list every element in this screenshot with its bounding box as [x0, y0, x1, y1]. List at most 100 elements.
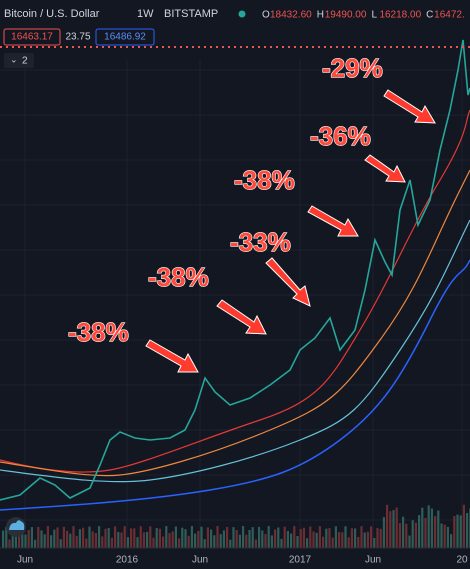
volume-bar [315, 532, 318, 548]
exchange: BITSTAMP [164, 8, 218, 20]
volume-bar [453, 515, 456, 548]
volume-bar [382, 517, 385, 548]
ohlc: O 18432.60 H 19490.00 L 16218.00 C 16472. [262, 10, 465, 21]
volume-bar [213, 535, 216, 548]
volume-bar [229, 539, 232, 548]
volume-bar [293, 526, 296, 548]
bid-box[interactable] [3, 28, 61, 46]
volume-bar [110, 537, 113, 548]
arrow [364, 154, 406, 183]
status-dot [238, 10, 246, 18]
volume-bar [78, 529, 81, 548]
volume-bar [162, 536, 165, 548]
volume-bar [267, 526, 270, 548]
annotation: -29% [322, 53, 383, 83]
volume-bar [136, 537, 139, 548]
volume-bar [386, 504, 389, 548]
volume-bar [437, 510, 440, 548]
volume-bar [357, 536, 360, 548]
volume-bar [405, 523, 408, 548]
volume-bar [238, 534, 241, 548]
volume-bar [299, 529, 302, 548]
volume-bar [366, 531, 369, 548]
volume-bar [117, 531, 120, 548]
volume-bar [270, 535, 273, 548]
volume-bar [165, 526, 168, 548]
volume-bar [235, 530, 238, 548]
volume-bar [8, 539, 11, 548]
annotation: -38% [234, 165, 295, 195]
volume-bar [18, 534, 21, 548]
volume-bar [168, 532, 171, 548]
volume-bar [344, 526, 347, 548]
volume-bar [133, 528, 136, 548]
volume-bar [104, 528, 107, 548]
volume-bar [232, 527, 235, 548]
ma-red [0, 109, 470, 473]
arrows [145, 89, 436, 373]
volume-bar [360, 526, 363, 548]
x-tick-label: Jun [192, 555, 208, 566]
volume-bar [251, 527, 254, 548]
volume-bar [5, 526, 8, 548]
volume-bar [242, 526, 245, 548]
volume-bar [312, 531, 315, 548]
volume-bar [338, 532, 341, 548]
x-tick-label: 20 [456, 555, 468, 566]
chevron: ⌄ [10, 54, 18, 64]
volume-bar [424, 517, 427, 548]
volume-bar [408, 535, 411, 548]
arrow [265, 257, 311, 307]
x-tick-label: Jun [365, 555, 381, 566]
volume-bar [126, 537, 129, 548]
volume-bar [149, 526, 152, 548]
ohlc-value: 19490.00 [325, 10, 367, 21]
interval: 1W [137, 8, 154, 20]
volume-bar [347, 537, 350, 548]
ohlc-label: O [262, 10, 270, 21]
volume-bar [75, 535, 78, 548]
volume-bar [190, 526, 193, 548]
volume-bar [341, 532, 344, 548]
volume-bar [146, 531, 149, 548]
volume-bar [462, 504, 465, 548]
ask: 16486.92 [104, 32, 146, 43]
volume-bar [152, 537, 155, 548]
volume-bar [222, 530, 225, 548]
volume-bar [456, 514, 459, 548]
volume-bar [440, 523, 443, 548]
indicator-toggle[interactable] [4, 53, 34, 68]
volume-bar [254, 539, 257, 548]
ohlc-label: L [371, 10, 377, 21]
volume-bar [142, 532, 145, 548]
volume-bar [197, 530, 200, 548]
bid: 16463.17 [11, 32, 53, 43]
volume-bar [21, 526, 24, 548]
volume-bar [88, 526, 91, 548]
volume-bar [363, 532, 366, 548]
volume-bar [59, 539, 62, 548]
volume-bar [107, 528, 110, 548]
volume-bar [30, 527, 33, 548]
volume-bar [2, 530, 5, 548]
ask-box[interactable] [95, 28, 155, 46]
volume-bar [14, 529, 17, 548]
volume-bar [43, 534, 46, 548]
volume-bar [72, 526, 75, 548]
volume-bar [62, 526, 65, 548]
ohlc-label: H [317, 10, 324, 21]
spread: 23.75 [65, 32, 90, 43]
arrow [307, 205, 359, 237]
volume-bar [210, 529, 213, 548]
x-tick-label: 2017 [289, 555, 312, 566]
indicator-count: 2 [22, 56, 28, 67]
ma-blue [0, 259, 470, 511]
ohlc-value: 16218.00 [379, 10, 421, 21]
volume-bar [427, 505, 430, 548]
annotation: -38% [148, 262, 209, 292]
volume-bar [82, 527, 85, 548]
grid [0, 60, 470, 548]
volume-bar [171, 531, 174, 548]
volume-bar [27, 530, 30, 548]
